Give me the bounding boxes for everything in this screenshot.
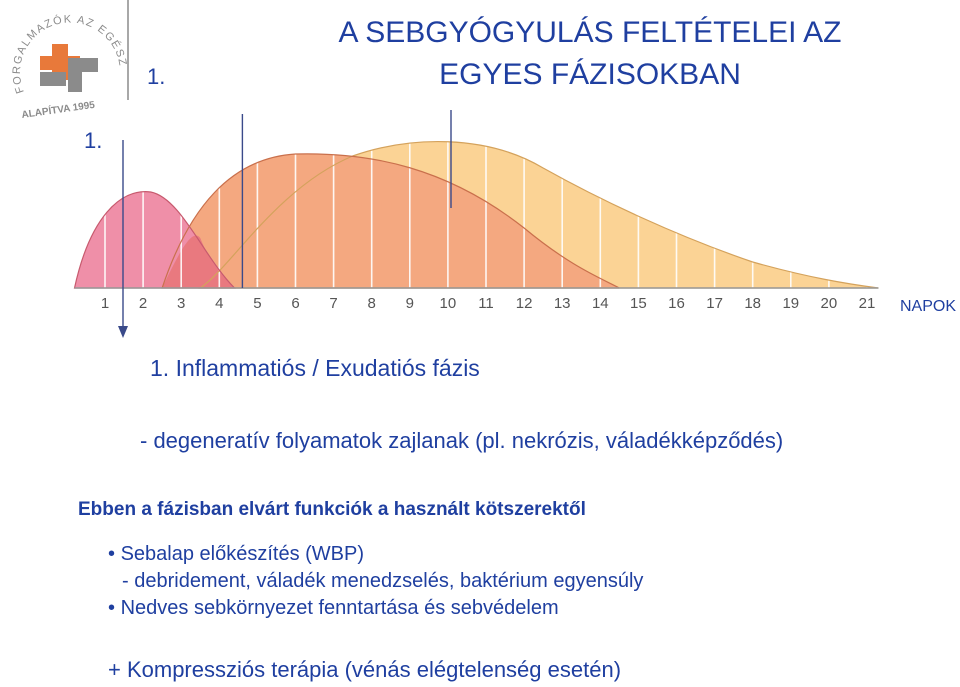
chart-svg: 1 2 3 4 5 6 7 8 9 10 11 12 13 14 15 16 17 18 19 20 21 (73, 100, 879, 338)
x-tick-label: 18 (744, 295, 761, 312)
slide-title-line1: A SEBGYÓGYULÁS FELTÉTELEI AZ (338, 16, 842, 49)
x-tick-label: 3 (177, 295, 185, 312)
down-arrow-icon (118, 326, 128, 338)
x-tick-label: 2 (139, 295, 147, 312)
slide-title-line2: EGYES FÁZISOKBAN (439, 58, 741, 91)
series-area-salmon (162, 153, 620, 288)
bullet-item-1: • Sebalap előkészítés (WBP) (108, 543, 364, 566)
series-area-salmon-outline (161, 153, 620, 289)
x-tick-label: 14 (592, 295, 609, 312)
bullet-subitem: - debridement, váladék menedzselés, bakt… (122, 570, 644, 592)
x-tick-label: 17 (706, 295, 723, 312)
phase-title: 1. Inflammatiós / Exudatiós fázis (150, 355, 480, 381)
series-area-yellow-outline (198, 140, 879, 289)
x-tick-label: 7 (329, 295, 337, 312)
x-tick-label: 15 (630, 295, 647, 312)
x-tick-label: 16 (668, 295, 685, 312)
slide-number-side: 1. (84, 128, 103, 153)
series-overlap-area (162, 235, 235, 288)
bullet-dot-icon: • (108, 597, 116, 619)
x-tick-label: 1 (101, 295, 109, 312)
x-tick-label: 8 (368, 295, 376, 312)
x-tick-label: 9 (406, 295, 414, 312)
x-tick-label: 21 (859, 295, 876, 312)
logo-cross-icon (40, 44, 98, 92)
x-tick-label: 13 (554, 295, 571, 312)
bullet-item-2: • Nedves sebkörnyezet fenntartása és seb… (108, 597, 559, 620)
bullet-text-2: Nedves sebkörnyezet fenntartása és sebvé… (120, 597, 559, 619)
compression-note: + Kompressziós terápia (vénás elégtelens… (108, 657, 622, 682)
x-tick-label: 12 (516, 295, 533, 312)
slide-number-top: 1. (147, 64, 166, 89)
foundation-logo: FORGALMAZÓK AZ EGÉSZSÉGÉRT ALAPÍTVA 1995 (0, 0, 134, 132)
healing-phase-chart: 1 2 3 4 5 6 7 8 9 10 11 12 13 14 15 16 17 18 19 20 21 (0, 100, 960, 350)
bullet-dot-icon: • (108, 543, 116, 565)
x-tick-label: 4 (215, 295, 223, 312)
x-axis-unit-label: NAPOK (900, 298, 957, 315)
phase-description: - degeneratív folyamatok zajlanak (pl. n… (140, 428, 784, 453)
x-tick-label: 5 (253, 295, 261, 312)
x-tick-label: 19 (782, 295, 799, 312)
series-area-pink-outline (73, 191, 237, 289)
functions-heading: Ebben a fázisban elvárt funkciók a haszn… (78, 499, 586, 520)
x-tick-label: 11 (478, 295, 494, 312)
x-tick-label: 6 (291, 295, 299, 312)
x-tick-label: 20 (821, 295, 838, 312)
x-tick-label: 10 (440, 295, 457, 312)
bullet-text-1: Sebalap előkészítés (WBP) (120, 543, 365, 565)
